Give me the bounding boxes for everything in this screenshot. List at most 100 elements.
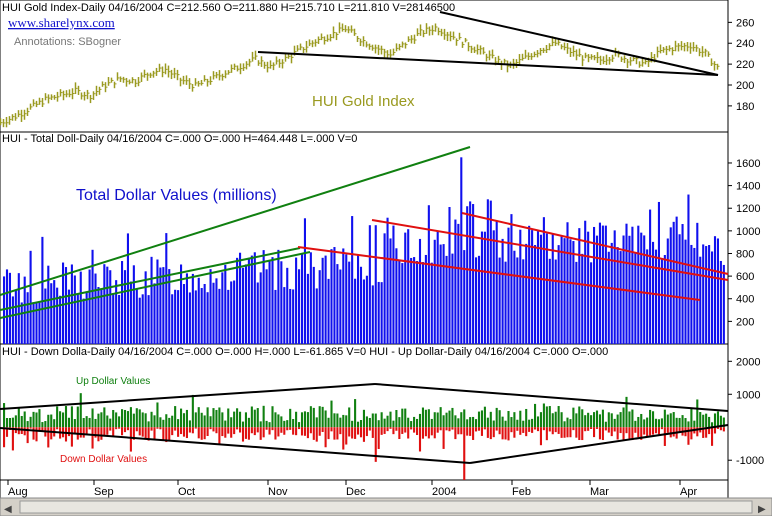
- up-bar: [103, 407, 106, 428]
- down-bar: [722, 427, 725, 432]
- down-bar: [513, 427, 516, 438]
- scroll-left-icon[interactable]: ◀: [4, 504, 12, 515]
- down-bar: [298, 427, 301, 430]
- up-bar: [200, 412, 203, 428]
- up-bar: [109, 418, 112, 428]
- up-bar: [159, 417, 162, 428]
- down-bar: [578, 427, 581, 441]
- up-bar: [230, 417, 233, 428]
- up-bar: [483, 406, 486, 428]
- up-bar: [345, 415, 348, 428]
- scroll-right-icon[interactable]: ▶: [758, 504, 766, 515]
- down-bar: [126, 427, 129, 431]
- down-bar: [413, 427, 416, 433]
- down-bar: [587, 427, 590, 431]
- up-bar: [374, 413, 377, 428]
- up-bar: [141, 412, 144, 428]
- up-bar: [82, 418, 85, 428]
- up-bar: [138, 409, 141, 428]
- total-bar: [687, 194, 690, 344]
- watermark: www.sharelynx.com: [8, 15, 115, 30]
- up-bar: [339, 417, 342, 428]
- down-bar: [3, 427, 6, 448]
- down-bar: [696, 427, 699, 437]
- down-bar: [206, 427, 209, 436]
- up-bar: [696, 399, 699, 428]
- updown-bars: [3, 393, 725, 480]
- up-bar: [44, 421, 47, 428]
- total-tick-label: 800: [736, 248, 754, 260]
- total-bar: [318, 270, 321, 344]
- total-bar: [106, 266, 109, 344]
- total-bar: [109, 270, 112, 344]
- up-bar: [324, 410, 327, 428]
- total-tick-label: 400: [736, 294, 754, 306]
- down-bar: [404, 427, 407, 433]
- down-bar: [188, 427, 191, 433]
- down-bar: [572, 427, 575, 431]
- up-bar: [436, 412, 439, 428]
- up-bar: [250, 406, 253, 428]
- up-bar: [73, 419, 76, 428]
- total-bar: [646, 249, 649, 344]
- total-bar: [3, 276, 6, 344]
- up-bar: [392, 420, 395, 428]
- down-bar: [35, 427, 38, 442]
- total-bar: [371, 285, 374, 344]
- up-bar: [557, 406, 560, 428]
- total-bar: [657, 201, 660, 344]
- up-bar: [132, 413, 135, 428]
- up-bar: [129, 407, 132, 428]
- down-bar: [306, 427, 309, 439]
- up-bar: [413, 416, 416, 428]
- up-bar: [233, 411, 236, 428]
- down-bar: [94, 427, 97, 438]
- up-bar: [581, 409, 584, 428]
- total-bar: [20, 302, 23, 344]
- up-bar: [439, 407, 442, 428]
- total-bar: [563, 238, 566, 344]
- price-panel: [0, 0, 729, 133]
- down-bar: [410, 427, 413, 430]
- down-bar: [654, 427, 658, 434]
- up-bar: [300, 412, 304, 428]
- down-bar: [121, 427, 124, 436]
- up-bar: [218, 407, 221, 428]
- up-bar: [106, 415, 109, 428]
- down-bar: [708, 427, 711, 435]
- total-bar: [59, 295, 62, 344]
- up-bar: [669, 413, 672, 428]
- total-bar: [247, 257, 250, 344]
- down-bar: [377, 427, 380, 449]
- up-bar: [247, 417, 250, 428]
- total-bar: [545, 233, 548, 344]
- price-y-axis: 180 200 220 240 260: [728, 17, 754, 113]
- up-bar: [318, 406, 321, 428]
- up-bar: [368, 417, 371, 428]
- total-bar: [477, 255, 481, 344]
- scrollbar-thumb[interactable]: [19, 500, 753, 514]
- up-bar: [457, 418, 460, 428]
- down-bar: [239, 427, 242, 433]
- total-bar: [38, 301, 41, 344]
- up-bar: [32, 411, 35, 428]
- total-bar: [401, 263, 404, 344]
- total-bar: [103, 264, 106, 344]
- total-bar: [669, 227, 672, 344]
- total-bar: [418, 238, 422, 344]
- total-bar: [469, 201, 472, 344]
- total-bar: [501, 238, 504, 344]
- down-bar: [100, 427, 103, 440]
- up-bar: [359, 420, 363, 428]
- up-bar: [191, 394, 194, 428]
- down-bar: [389, 427, 392, 429]
- total-bar: [424, 254, 427, 344]
- down-bar: [82, 427, 85, 438]
- down-bar: [215, 427, 218, 434]
- total-bar: [239, 252, 242, 344]
- up-bar: [421, 407, 424, 428]
- total-bar: [690, 244, 693, 344]
- up-bar: [492, 420, 495, 428]
- month-label: Sep: [94, 486, 114, 498]
- total-bar: [357, 254, 360, 344]
